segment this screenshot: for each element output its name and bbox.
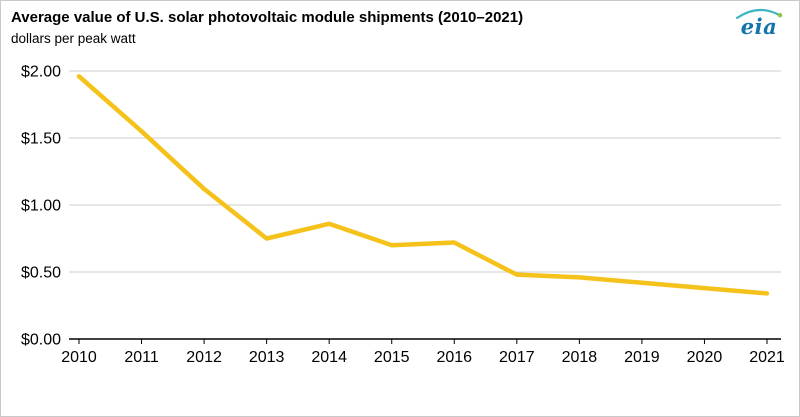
chart-header: Average value of U.S. solar photovoltaic… bbox=[11, 9, 729, 46]
x-tick-label: 2019 bbox=[624, 349, 660, 366]
eia-logo-swoosh-icon bbox=[735, 8, 783, 19]
x-tick-label: 2014 bbox=[311, 349, 347, 366]
chart-title: Average value of U.S. solar photovoltaic… bbox=[11, 9, 524, 26]
y-tick-label: $0.50 bbox=[21, 265, 61, 282]
data-line-average-value bbox=[76, 74, 770, 296]
x-tick-label: 2015 bbox=[374, 349, 410, 366]
x-tick-label: 2021 bbox=[749, 349, 785, 366]
x-tick-label: 2012 bbox=[186, 349, 222, 366]
eia-logo-text: eia bbox=[740, 14, 778, 39]
y-tick-label: $1.00 bbox=[21, 198, 61, 215]
y-tick-label: $0.00 bbox=[21, 332, 61, 349]
x-tick-label: 2018 bbox=[562, 349, 598, 366]
x-tick-label: 2011 bbox=[124, 349, 159, 366]
x-tick-label: 2017 bbox=[499, 349, 535, 366]
y-tick-label: $2.00 bbox=[21, 64, 61, 81]
x-tick-label: 2020 bbox=[687, 349, 723, 366]
y-tick-label: $1.50 bbox=[21, 131, 61, 148]
x-tick-label: 2010 bbox=[61, 349, 97, 366]
x-tick-label: 2016 bbox=[436, 349, 472, 366]
chart-subtitle: dollars per peak watt bbox=[11, 31, 136, 46]
eia-logo: eia bbox=[733, 7, 785, 41]
x-tick-label: 2013 bbox=[249, 349, 285, 366]
